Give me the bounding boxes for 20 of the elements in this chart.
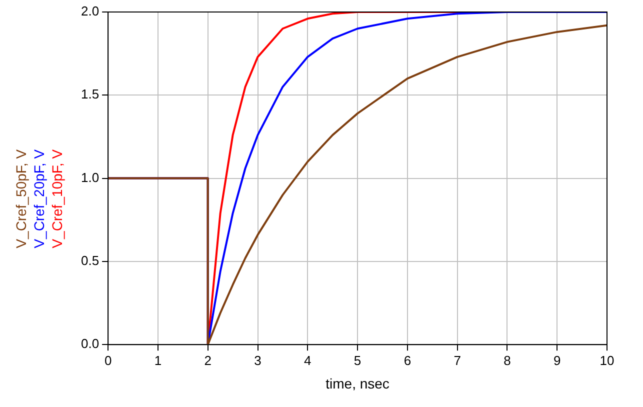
y-tick-label: 1.0 bbox=[80, 170, 100, 185]
x-tick-label: 0 bbox=[104, 352, 112, 368]
x-axis-title: time, nsec bbox=[326, 375, 390, 392]
x-tick-label: 8 bbox=[504, 352, 511, 368]
text: V_Cref_20pF, V bbox=[30, 148, 47, 248]
x-tick-label: 1 bbox=[154, 352, 162, 368]
x-tick-label: 3 bbox=[254, 352, 262, 368]
x-tick-label: 7 bbox=[454, 352, 461, 368]
y-tick-label: 1.5 bbox=[80, 86, 100, 102]
x-tick-label: 10 bbox=[600, 352, 614, 368]
text: V_Cref_10pF, V bbox=[48, 148, 65, 248]
y-tick-label: 0.0 bbox=[80, 336, 100, 352]
x-tick-label: 2 bbox=[204, 352, 212, 368]
y-tick-label: 0.5 bbox=[80, 253, 100, 268]
x-tick-label: 6 bbox=[404, 352, 412, 368]
text: V_Cref_50pF, V bbox=[12, 148, 29, 248]
x-tick-label: 9 bbox=[553, 352, 561, 368]
x-tick-label: 5 bbox=[354, 352, 362, 368]
x-tick-label: 4 bbox=[304, 352, 312, 368]
y-tick-label: 2.0 bbox=[80, 4, 100, 19]
